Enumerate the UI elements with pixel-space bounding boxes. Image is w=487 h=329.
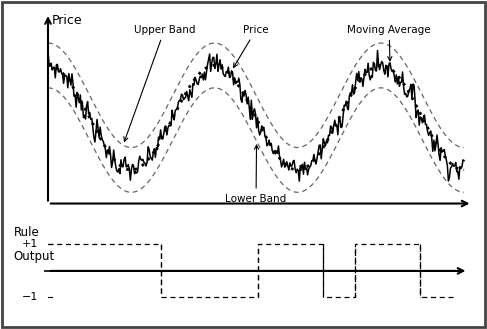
Text: Price: Price xyxy=(234,25,269,67)
Text: Lower Band: Lower Band xyxy=(225,145,287,204)
Text: +1: +1 xyxy=(21,240,38,249)
Text: −1: −1 xyxy=(21,292,38,302)
Text: Upper Band: Upper Band xyxy=(124,25,195,141)
Text: Moving Average: Moving Average xyxy=(347,25,431,61)
Text: Price: Price xyxy=(52,14,83,27)
Text: Rule: Rule xyxy=(14,226,39,239)
Text: Output: Output xyxy=(14,250,55,263)
